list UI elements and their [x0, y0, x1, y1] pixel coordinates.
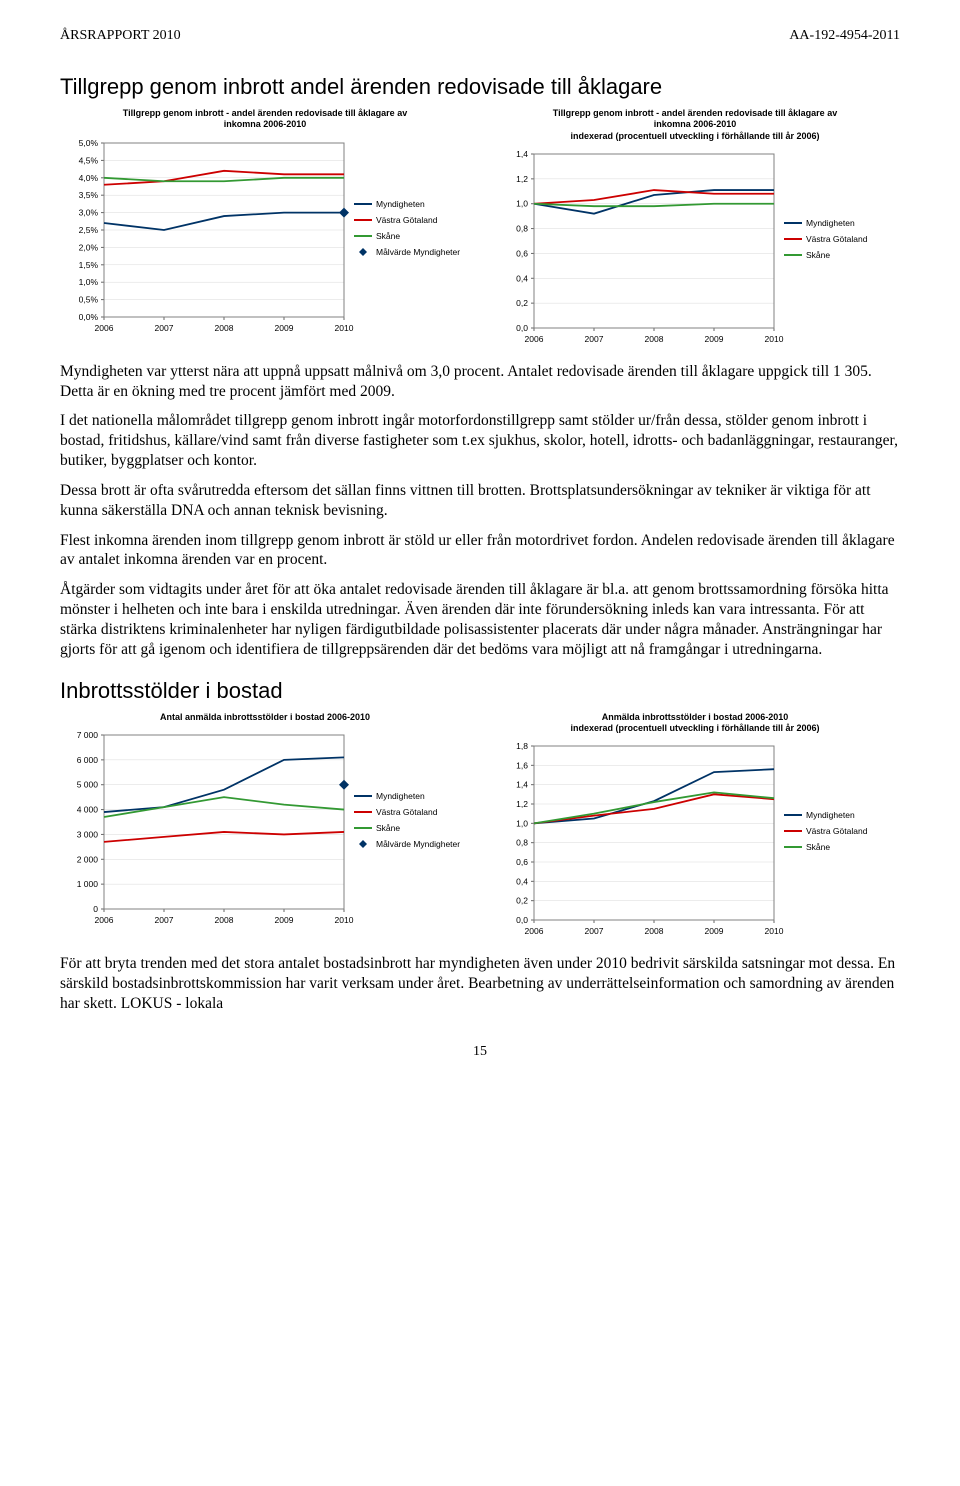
svg-text:2008: 2008: [645, 334, 664, 344]
page-number: 15: [60, 1044, 900, 1060]
chart1: 0,0% 0,5% 1,0% 1,5% 2,0% 2,5% 3,0% 3,5% 4,0% 4,5%…: [60, 137, 460, 337]
svg-text:2006: 2006: [525, 926, 544, 936]
svg-text:Skåne: Skåne: [806, 250, 830, 260]
svg-text:2007: 2007: [585, 926, 604, 936]
chart2: 0,0 0,2 0,4 0,6 0,8 1,0 1,2 1,4 2006 2007 2008 2009…: [490, 148, 890, 348]
svg-text:0,6: 0,6: [516, 248, 528, 258]
svg-text:6 000: 6 000: [77, 755, 99, 765]
chart1-title: Tillgrepp genom inbrott - andel ärenden …: [60, 108, 470, 131]
chart2-title: Tillgrepp genom inbrott - andel ärenden …: [490, 108, 900, 142]
svg-text:1,4: 1,4: [516, 780, 528, 790]
svg-text:0,4: 0,4: [516, 876, 528, 886]
svg-text:1,8: 1,8: [516, 741, 528, 751]
svg-text:3,5%: 3,5%: [79, 190, 99, 200]
chart4-title: Anmälda inbrottsstölder i bostad 2006-20…: [490, 712, 900, 735]
header-left: ÅRSRAPPORT 2010: [60, 28, 181, 44]
svg-text:2 000: 2 000: [77, 854, 99, 864]
svg-text:2009: 2009: [705, 334, 724, 344]
para2-0: För att bryta trenden med det stora anta…: [60, 954, 900, 1013]
svg-text:2007: 2007: [155, 915, 174, 925]
svg-text:4,5%: 4,5%: [79, 155, 99, 165]
svg-text:2006: 2006: [525, 334, 544, 344]
svg-text:1 000: 1 000: [77, 879, 99, 889]
svg-text:1,5%: 1,5%: [79, 259, 99, 269]
para1-1: I det nationella målområdet tillgrepp ge…: [60, 411, 900, 470]
svg-text:1,2: 1,2: [516, 174, 528, 184]
svg-text:3,0%: 3,0%: [79, 207, 99, 217]
svg-text:1,0: 1,0: [516, 818, 528, 828]
svg-text:0,2: 0,2: [516, 896, 528, 906]
svg-text:Västra Götaland: Västra Götaland: [806, 234, 868, 244]
svg-text:7 000: 7 000: [77, 730, 99, 740]
section2-title: Inbrottsstölder i bostad: [60, 678, 900, 704]
svg-text:0,0: 0,0: [516, 915, 528, 925]
svg-text:0,5%: 0,5%: [79, 294, 99, 304]
svg-text:2007: 2007: [585, 334, 604, 344]
para1-3: Flest inkomna ärenden inom tillgrepp gen…: [60, 531, 900, 571]
svg-text:0: 0: [93, 904, 98, 914]
svg-text:Myndigheten: Myndigheten: [376, 199, 425, 209]
svg-text:4,0%: 4,0%: [79, 172, 99, 182]
svg-text:5 000: 5 000: [77, 779, 99, 789]
svg-text:1,0%: 1,0%: [79, 277, 99, 287]
svg-text:Skåne: Skåne: [376, 231, 400, 241]
svg-text:2,5%: 2,5%: [79, 225, 99, 235]
svg-text:2010: 2010: [765, 926, 784, 936]
header-right: AA-192-4954-2011: [789, 28, 900, 44]
svg-text:Västra Götaland: Västra Götaland: [806, 826, 868, 836]
svg-text:3 000: 3 000: [77, 829, 99, 839]
svg-text:Myndigheten: Myndigheten: [376, 791, 425, 801]
svg-text:2010: 2010: [335, 915, 354, 925]
para1-0: Myndigheten var ytterst nära att uppnå u…: [60, 362, 900, 402]
chart3-title: Antal anmälda inbrottsstölder i bostad 2…: [60, 712, 470, 723]
svg-text:0,6: 0,6: [516, 857, 528, 867]
svg-text:Västra Götaland: Västra Götaland: [376, 215, 438, 225]
svg-text:2009: 2009: [275, 915, 294, 925]
svg-text:4 000: 4 000: [77, 804, 99, 814]
svg-text:1,4: 1,4: [516, 149, 528, 159]
svg-text:0,8: 0,8: [516, 838, 528, 848]
svg-text:Målvärde Myndigheten: Målvärde Myndigheten: [376, 839, 460, 849]
svg-text:2009: 2009: [275, 323, 294, 333]
svg-text:2009: 2009: [705, 926, 724, 936]
svg-text:2006: 2006: [95, 323, 114, 333]
svg-text:0,0%: 0,0%: [79, 312, 99, 322]
svg-text:Skåne: Skåne: [806, 842, 830, 852]
svg-text:1,6: 1,6: [516, 760, 528, 770]
para1-4: Åtgärder som vidtagits under året för at…: [60, 580, 900, 659]
svg-text:2010: 2010: [335, 323, 354, 333]
svg-text:Myndigheten: Myndigheten: [806, 810, 855, 820]
svg-text:5,0%: 5,0%: [79, 138, 99, 148]
svg-text:2,0%: 2,0%: [79, 242, 99, 252]
svg-text:2008: 2008: [215, 915, 234, 925]
svg-text:0,0: 0,0: [516, 323, 528, 333]
svg-text:2006: 2006: [95, 915, 114, 925]
svg-text:0,2: 0,2: [516, 298, 528, 308]
chart4: 0,0 0,2 0,4 0,6 0,8 1,0 1,2 1,4 1,6 1,8 2006 2007 20…: [490, 740, 890, 940]
svg-text:1,0: 1,0: [516, 198, 528, 208]
svg-text:Målvärde Myndigheten: Målvärde Myndigheten: [376, 247, 460, 257]
svg-text:2008: 2008: [215, 323, 234, 333]
svg-text:2007: 2007: [155, 323, 174, 333]
svg-text:1,2: 1,2: [516, 799, 528, 809]
svg-text:2010: 2010: [765, 334, 784, 344]
svg-text:0,8: 0,8: [516, 223, 528, 233]
svg-text:2008: 2008: [645, 926, 664, 936]
svg-text:Västra Götaland: Västra Götaland: [376, 807, 438, 817]
para1-2: Dessa brott är ofta svårutredda eftersom…: [60, 481, 900, 521]
svg-text:0,4: 0,4: [516, 273, 528, 283]
svg-text:Skåne: Skåne: [376, 823, 400, 833]
chart3: 0 1 000 2 000 3 000 4 000 5 000 6 000 7 000 2006…: [60, 729, 460, 929]
svg-text:Myndigheten: Myndigheten: [806, 218, 855, 228]
section1-title: Tillgrepp genom inbrott andel ärenden re…: [60, 74, 900, 100]
